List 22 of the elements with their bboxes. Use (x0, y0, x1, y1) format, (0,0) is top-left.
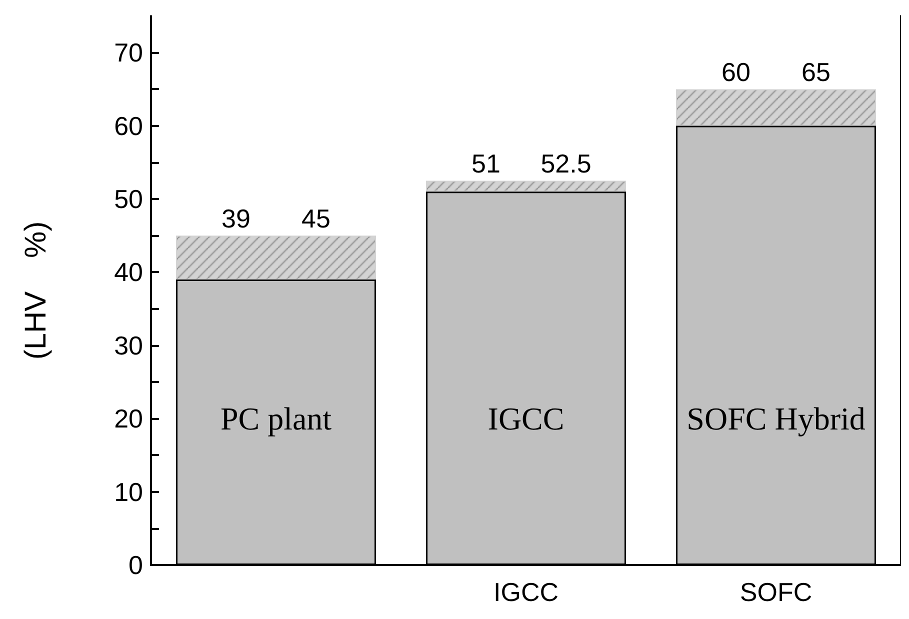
bar (176, 236, 376, 280)
annotation: IGCC (488, 400, 564, 437)
y-axis-title: (LHV %) (20, 221, 52, 360)
data-label: 60 (722, 57, 750, 88)
total-label: 65 (802, 57, 830, 88)
y-tick-label: 60 (114, 110, 143, 141)
y-tick-label: 50 (114, 184, 143, 214)
total-label: 52.5 (540, 148, 592, 179)
data-label: 39 (222, 204, 250, 234)
y-tick-label: 0 (128, 550, 143, 580)
bar (676, 89, 876, 126)
y-tick-label: 10 (114, 476, 143, 507)
bar (426, 180, 626, 192)
annotation: PC plant (220, 400, 332, 437)
annotation: SOFC Hybrid (686, 400, 866, 437)
y-tick-label: 30 (114, 330, 143, 360)
y-tick-label: 20 (114, 404, 143, 434)
data-label: 51 (472, 148, 500, 179)
x-tick-label: SOFC (740, 577, 812, 607)
y-tick-label: 70 (114, 38, 143, 68)
y-tick-label: 40 (114, 257, 143, 288)
total-label: 45 (302, 204, 330, 234)
